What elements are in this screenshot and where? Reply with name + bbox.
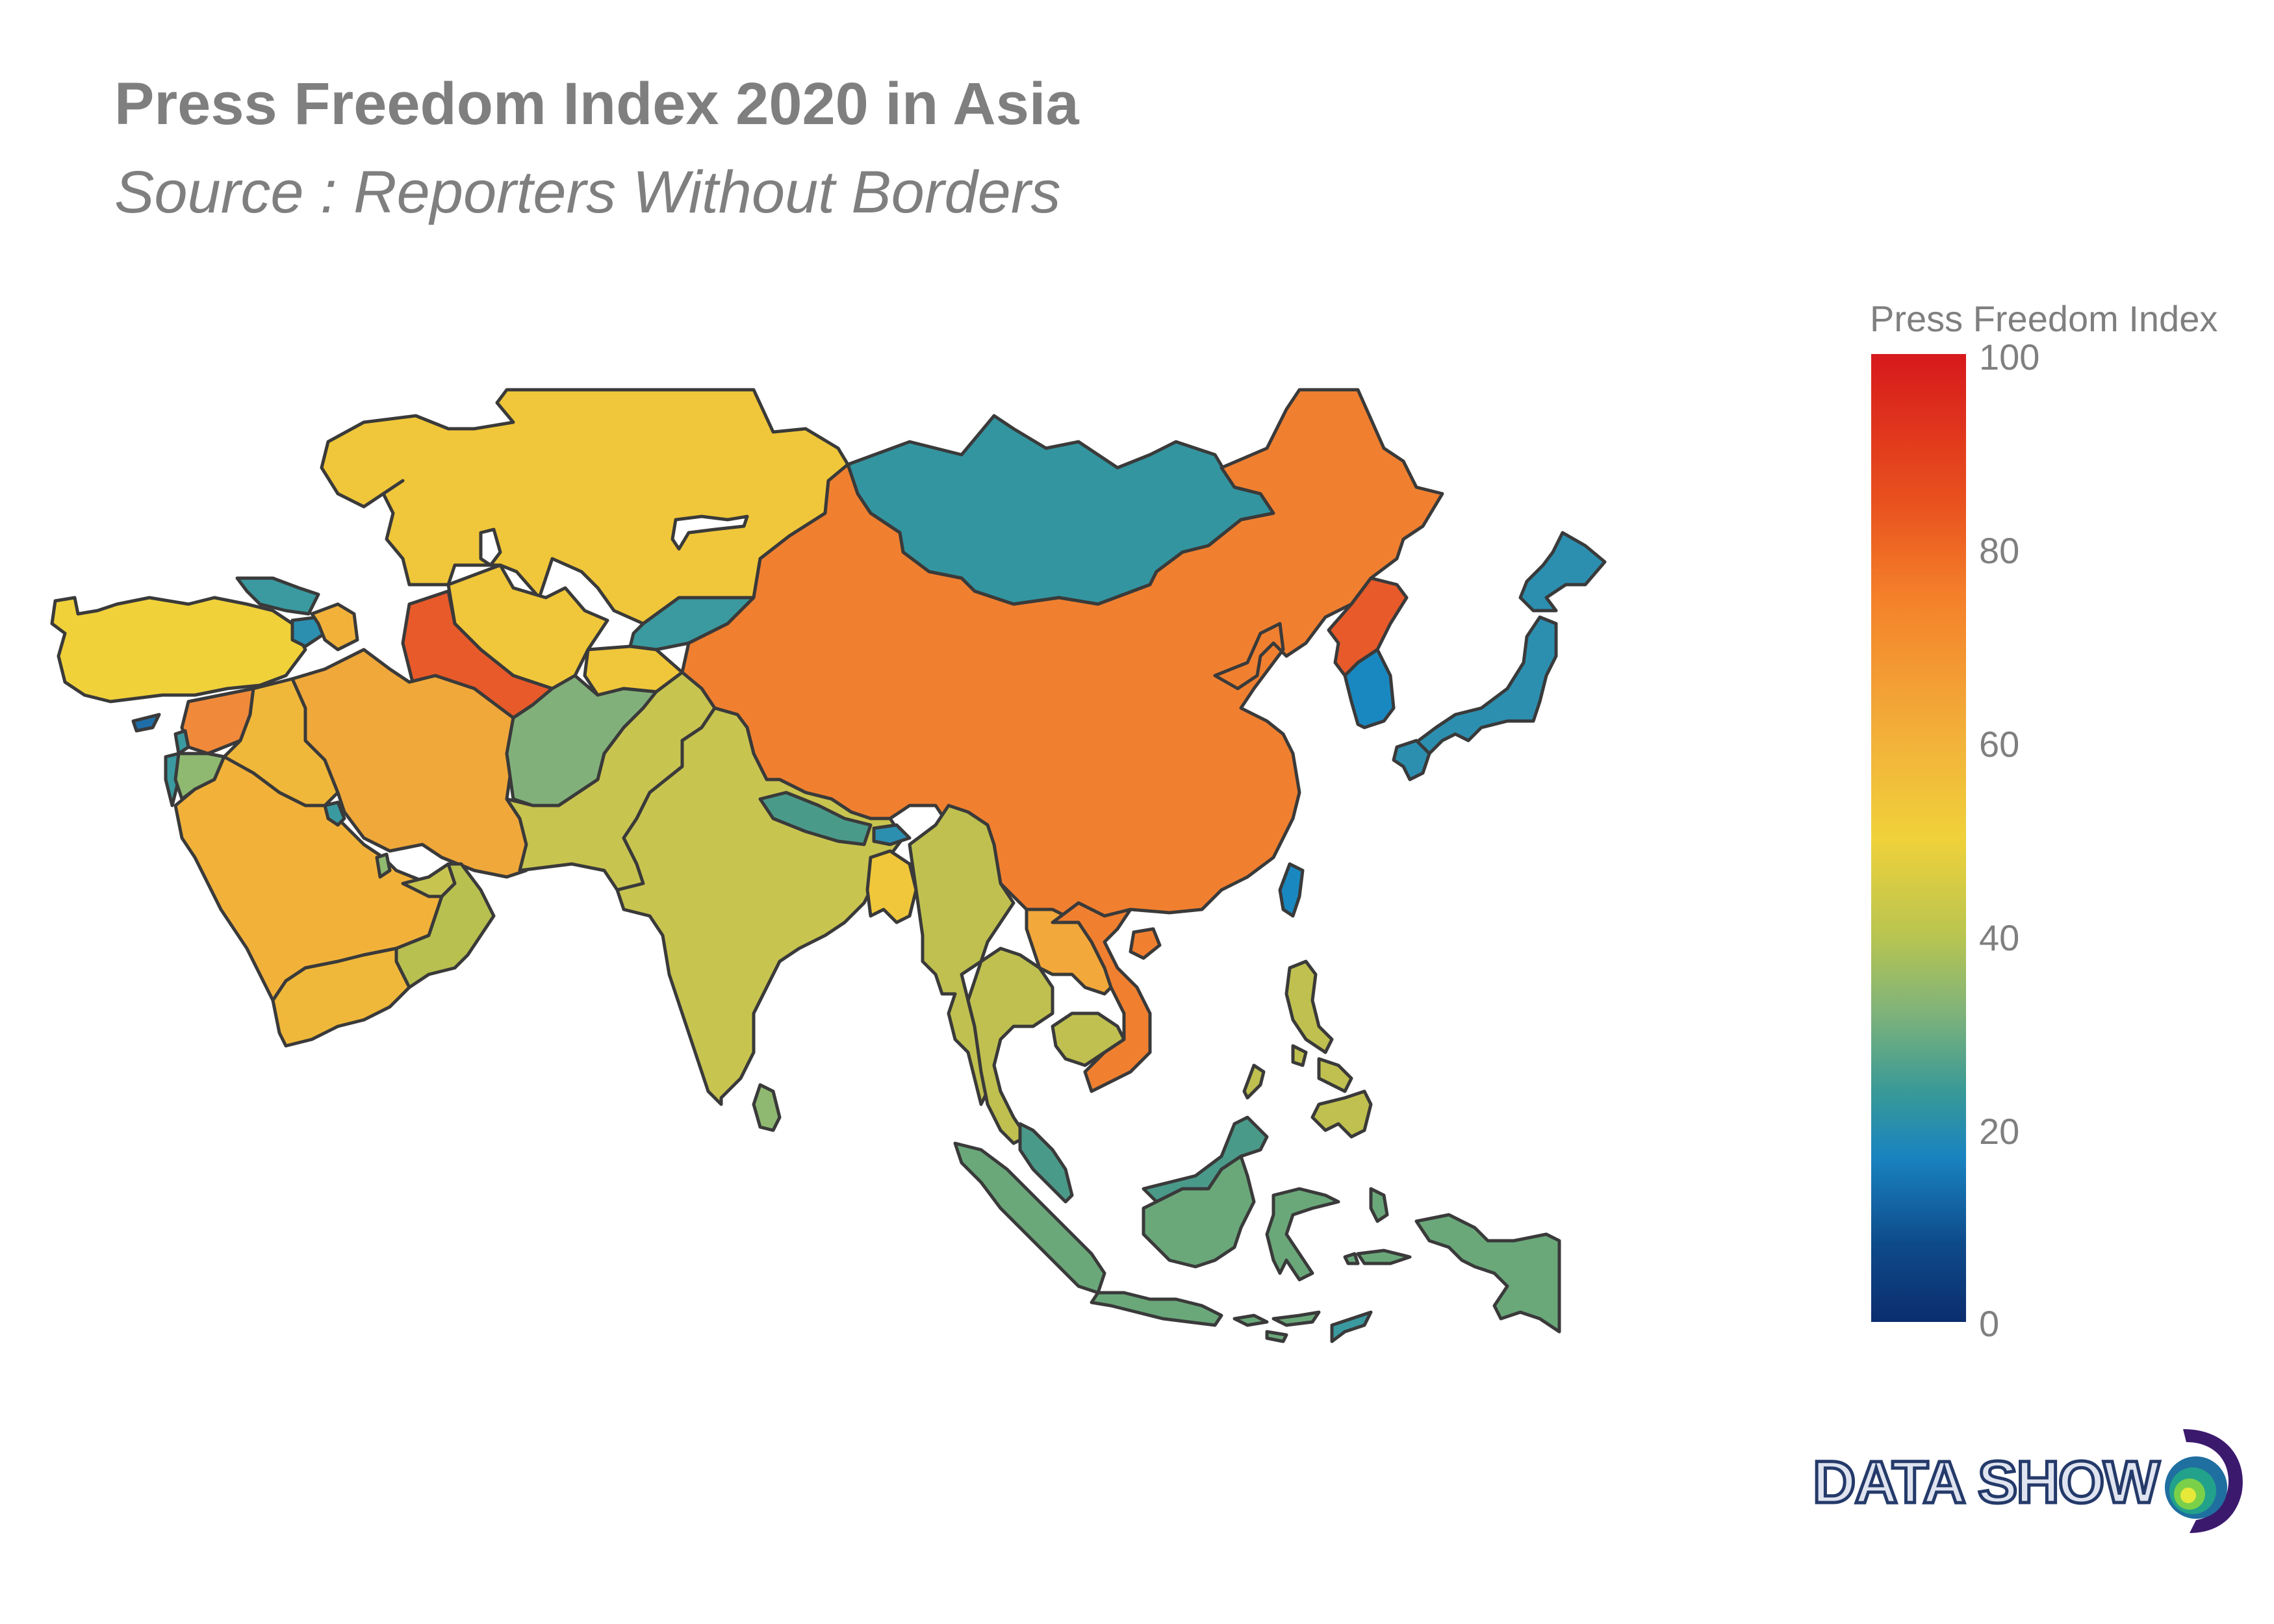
region-indonesia-papua[interactable] [1414,1213,1561,1334]
region-indonesia-seram[interactable] [1356,1249,1412,1265]
region-oman[interactable] [394,862,496,989]
region-azerbaijan[interactable] [310,602,359,652]
region-philippines-mindanao[interactable] [1310,1089,1373,1139]
legend-tick: 100 [1979,336,2040,377]
region-timor-leste[interactable] [1330,1310,1373,1343]
lake-balkhash [671,514,749,551]
legend-tick: 0 [1979,1303,2000,1344]
region-indonesia-moluccas[interactable] [1369,1187,1389,1223]
choropleth-map [50,388,1607,1343]
region-malaysia-peninsula[interactable] [1018,1122,1074,1204]
brand-logo-text: DATA SHOW [1811,1448,2161,1517]
region-georgia[interactable] [235,576,320,616]
legend-tick: 40 [1979,917,2020,958]
region-indonesia-java[interactable] [1090,1291,1223,1327]
legend-tick: 20 [1979,1111,2020,1152]
aral-sea [479,527,502,567]
region-indonesia-kalimantan[interactable] [1142,1154,1256,1269]
region-japan[interactable] [1518,531,1607,613]
region-turkey[interactable] [50,596,307,704]
region-indonesia-nusa[interactable] [1233,1313,1269,1327]
region-hainan[interactable] [1129,927,1162,960]
region-lebanon[interactable] [173,729,190,755]
legend-tick: 80 [1979,530,2020,571]
region-vietnam[interactable] [1051,901,1152,1093]
region-philippines-luzon[interactable] [1284,959,1334,1054]
region-cyprus[interactable] [131,713,161,733]
legend-title: Press Freedom Index [1870,298,2218,339]
region-philippines-mindoro[interactable] [1291,1044,1308,1067]
region-qatar[interactable] [375,852,392,879]
color-scale-bar [1871,354,1966,1322]
legend-tick: 60 [1979,724,2020,765]
region-thailand[interactable] [966,946,1054,1145]
region-sri-lanka[interactable] [752,1083,782,1132]
region-bhutan[interactable] [872,823,912,846]
region-yemen[interactable] [271,946,411,1048]
region-indonesia-sulawesi[interactable] [1265,1187,1340,1282]
region-indonesia-sumba[interactable] [1265,1330,1288,1343]
brand-logo-icon [2165,1429,2243,1533]
region-india[interactable] [615,706,905,1106]
region-kuwait[interactable] [323,800,346,827]
region-philippines-visayas[interactable] [1317,1057,1353,1093]
region-cambodia[interactable] [1051,1011,1126,1067]
region-indonesia-flores[interactable] [1271,1310,1321,1327]
map-subtitle: Source : Reporters Without Borders [114,159,1061,225]
region-indonesia-buru[interactable] [1343,1252,1360,1265]
region-japan-honshu[interactable] [1408,615,1558,755]
region-bangladesh[interactable] [865,849,918,924]
region-philippines-palawan[interactable] [1242,1063,1266,1100]
region-taiwan[interactable] [1278,862,1305,918]
map-title: Press Freedom Index 2020 in Asia [114,71,1079,137]
region-japan-kyushu[interactable] [1392,739,1431,781]
region-south-korea[interactable] [1343,648,1396,730]
region-nepal[interactable] [758,791,873,846]
